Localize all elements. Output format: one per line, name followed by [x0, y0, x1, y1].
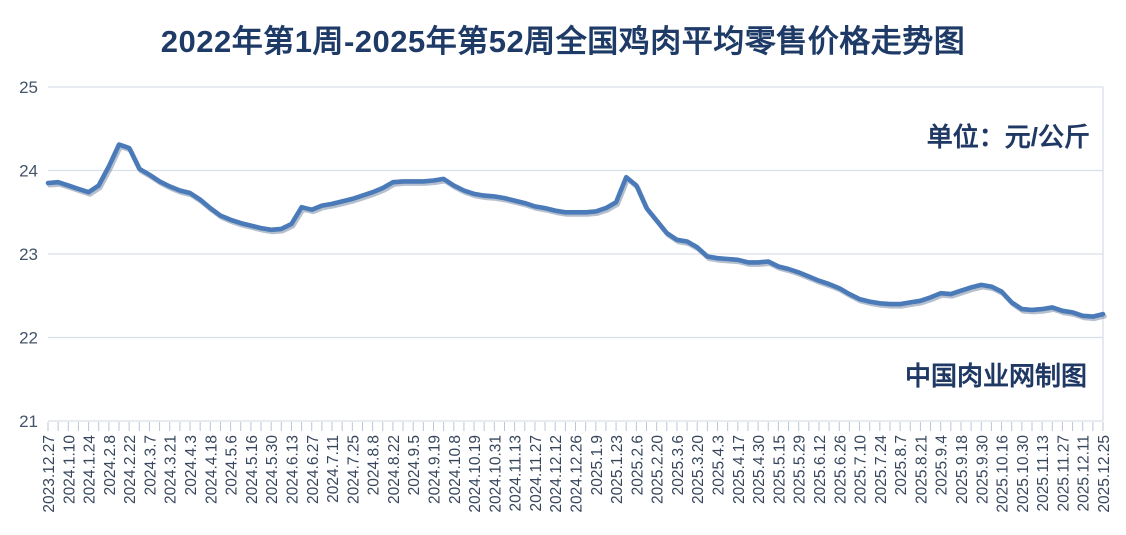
x-axis-tick-label: 2025.4.17 [731, 435, 748, 504]
x-axis-tick-label: 2024.9.19 [426, 435, 443, 504]
x-axis-tick-label: 2024.3.21 [163, 435, 180, 504]
x-axis-tick-label: 2024.12.26 [569, 435, 586, 513]
x-axis-tick-label: 2025.11.27 [1055, 435, 1072, 511]
x-axis-tick-label: 2025.9.18 [954, 435, 971, 504]
y-axis-tick-label: 21 [19, 412, 38, 431]
x-axis-tick-label: 2024.3.7 [142, 435, 159, 495]
x-axis-tick-label: 2025.12.25 [1096, 435, 1113, 513]
x-axis-tick-label: 2024.5.6 [224, 435, 241, 495]
x-axis-tick-label: 2024.6.27 [305, 435, 322, 504]
x-axis-tick-label: 2024.8.22 [386, 435, 403, 504]
x-axis-tick-label: 2025.1.23 [609, 435, 626, 504]
x-axis-tick-label: 2024.9.5 [406, 435, 423, 495]
x-axis-tick-label: 2024.8.8 [366, 435, 383, 495]
chart-title: 2022年第1周-2025年第52周全国鸡肉平均零售价格走势图 [160, 24, 966, 59]
y-axis-tick-label: 22 [19, 329, 38, 348]
x-axis-tick-label: 2025.6.12 [812, 435, 829, 504]
x-axis-tick-label: 2025.1.9 [589, 435, 606, 495]
x-axis-tick-label: 2025.2.6 [629, 435, 646, 495]
x-axis-tick-label: 2025.2.20 [650, 435, 667, 504]
x-axis-tick-label: 2025.7.24 [873, 435, 890, 504]
x-axis-tick-label: 2025.11.13 [1035, 435, 1052, 511]
unit-label: 单位：元/公斤 [926, 122, 1090, 152]
x-axis-tick-label: 2025.4.3 [711, 435, 728, 495]
x-axis-tick-label: 2024.10.8 [447, 435, 464, 504]
price-line [45, 142, 1106, 319]
x-axis-tick-label: 2024.1.24 [82, 435, 99, 504]
x-axis-tick-label: 2024.11.27 [528, 435, 545, 511]
x-axis-tick-label: 2024.4.18 [203, 435, 220, 504]
x-axis-tick-label: 2025.8.21 [913, 435, 930, 504]
x-axis-tick-label: 2025.3.20 [690, 435, 707, 504]
x-axis-tick-label: 2025.10.16 [995, 435, 1012, 513]
x-axis-tick-label: 2024.1.10 [61, 435, 78, 504]
x-axis-tick-label: 2024.11.13 [508, 435, 525, 511]
x-axis-tick-label: 2025.8.7 [893, 435, 910, 495]
x-axis-tick-label: 2025.5.15 [771, 435, 788, 504]
x-axis-tick-label: 2024.12.12 [548, 435, 565, 513]
x-axis-tick-label: 2025.6.26 [832, 435, 849, 504]
x-axis-tick-label: 2024.4.3 [183, 435, 200, 495]
x-axis-tick-label: 2024.2.22 [122, 435, 139, 504]
x-axis-tick-label: 2024.6.13 [284, 435, 301, 504]
x-axis-tick-label: 2025.9.30 [974, 435, 991, 504]
x-axis-tick-label: 2024.7.25 [345, 435, 362, 504]
x-axis-tick-label: 2025.9.4 [934, 435, 951, 496]
x-axis-tick-label: 2025.10.30 [1015, 435, 1032, 513]
y-axis-tick-label: 23 [19, 245, 38, 264]
x-axis-tick-label: 2025.5.29 [792, 435, 809, 504]
x-axis-tick-label: 2024.10.31 [487, 435, 504, 513]
x-axis-tick-label: 2023.12.27 [41, 435, 58, 513]
x-axis-tick-label: 2024.10.19 [467, 435, 484, 513]
x-axis-tick-label: 2025.7.10 [853, 435, 870, 504]
x-axis-tick-label: 2025.4.30 [751, 435, 768, 504]
x-axis-tick-label: 2024.2.8 [102, 435, 119, 495]
x-axis-tick-label: 2025.12.11 [1076, 435, 1093, 511]
x-axis-tick-label: 2024.5.30 [264, 435, 281, 504]
watermark-label: 中国肉业网制图 [904, 361, 1087, 391]
x-axis-tick-label: 2024.7.11 [325, 435, 342, 503]
x-axis-tick-label: 2024.5.16 [244, 435, 261, 504]
x-axis-tick-label: 2025.3.6 [670, 435, 687, 495]
y-axis-tick-label: 25 [19, 78, 38, 97]
y-axis-tick-label: 24 [19, 162, 38, 181]
